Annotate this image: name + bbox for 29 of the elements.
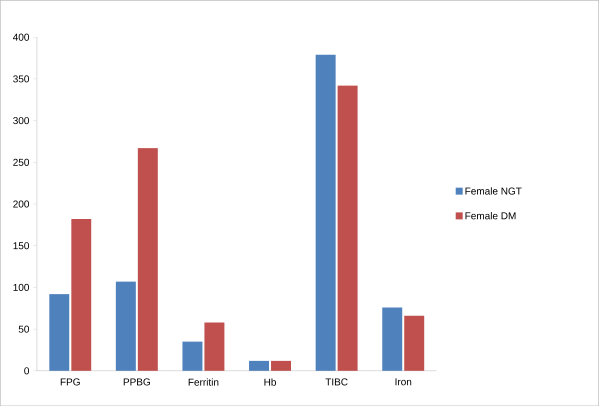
y-tick-label: 100 <box>14 284 30 291</box>
y-tick-label: 400 <box>12 34 30 41</box>
bar <box>338 85 358 371</box>
x-tick-label: Iron <box>396 378 412 386</box>
y-tick-label: 250 <box>13 158 30 166</box>
bar <box>404 316 424 371</box>
bar <box>316 54 336 371</box>
y-tick-label: 150 <box>14 242 30 250</box>
y-tick-label: 0 <box>24 367 30 374</box>
bar <box>116 282 136 371</box>
x-tick-label: Ferritin <box>188 378 218 386</box>
bar <box>204 322 224 371</box>
x-tick-label: PPBG <box>124 378 150 386</box>
bar <box>271 360 292 371</box>
x-tick-label: TIBC <box>325 378 348 386</box>
bar <box>138 148 158 371</box>
x-tick-label: FPG <box>60 378 80 386</box>
bar <box>382 307 402 371</box>
bar <box>49 294 70 371</box>
y-tick-label: 50 <box>18 326 30 333</box>
bar <box>182 342 202 371</box>
legend-label: Female DM <box>466 212 516 220</box>
x-tick-label: Hb <box>264 378 276 386</box>
bar <box>249 360 270 371</box>
y-tick-label: 300 <box>13 116 30 124</box>
y-tick-label: 200 <box>13 200 30 208</box>
y-tick-label: 350 <box>13 75 30 82</box>
bar <box>71 218 92 371</box>
legend-label: Female NGT <box>466 187 522 195</box>
